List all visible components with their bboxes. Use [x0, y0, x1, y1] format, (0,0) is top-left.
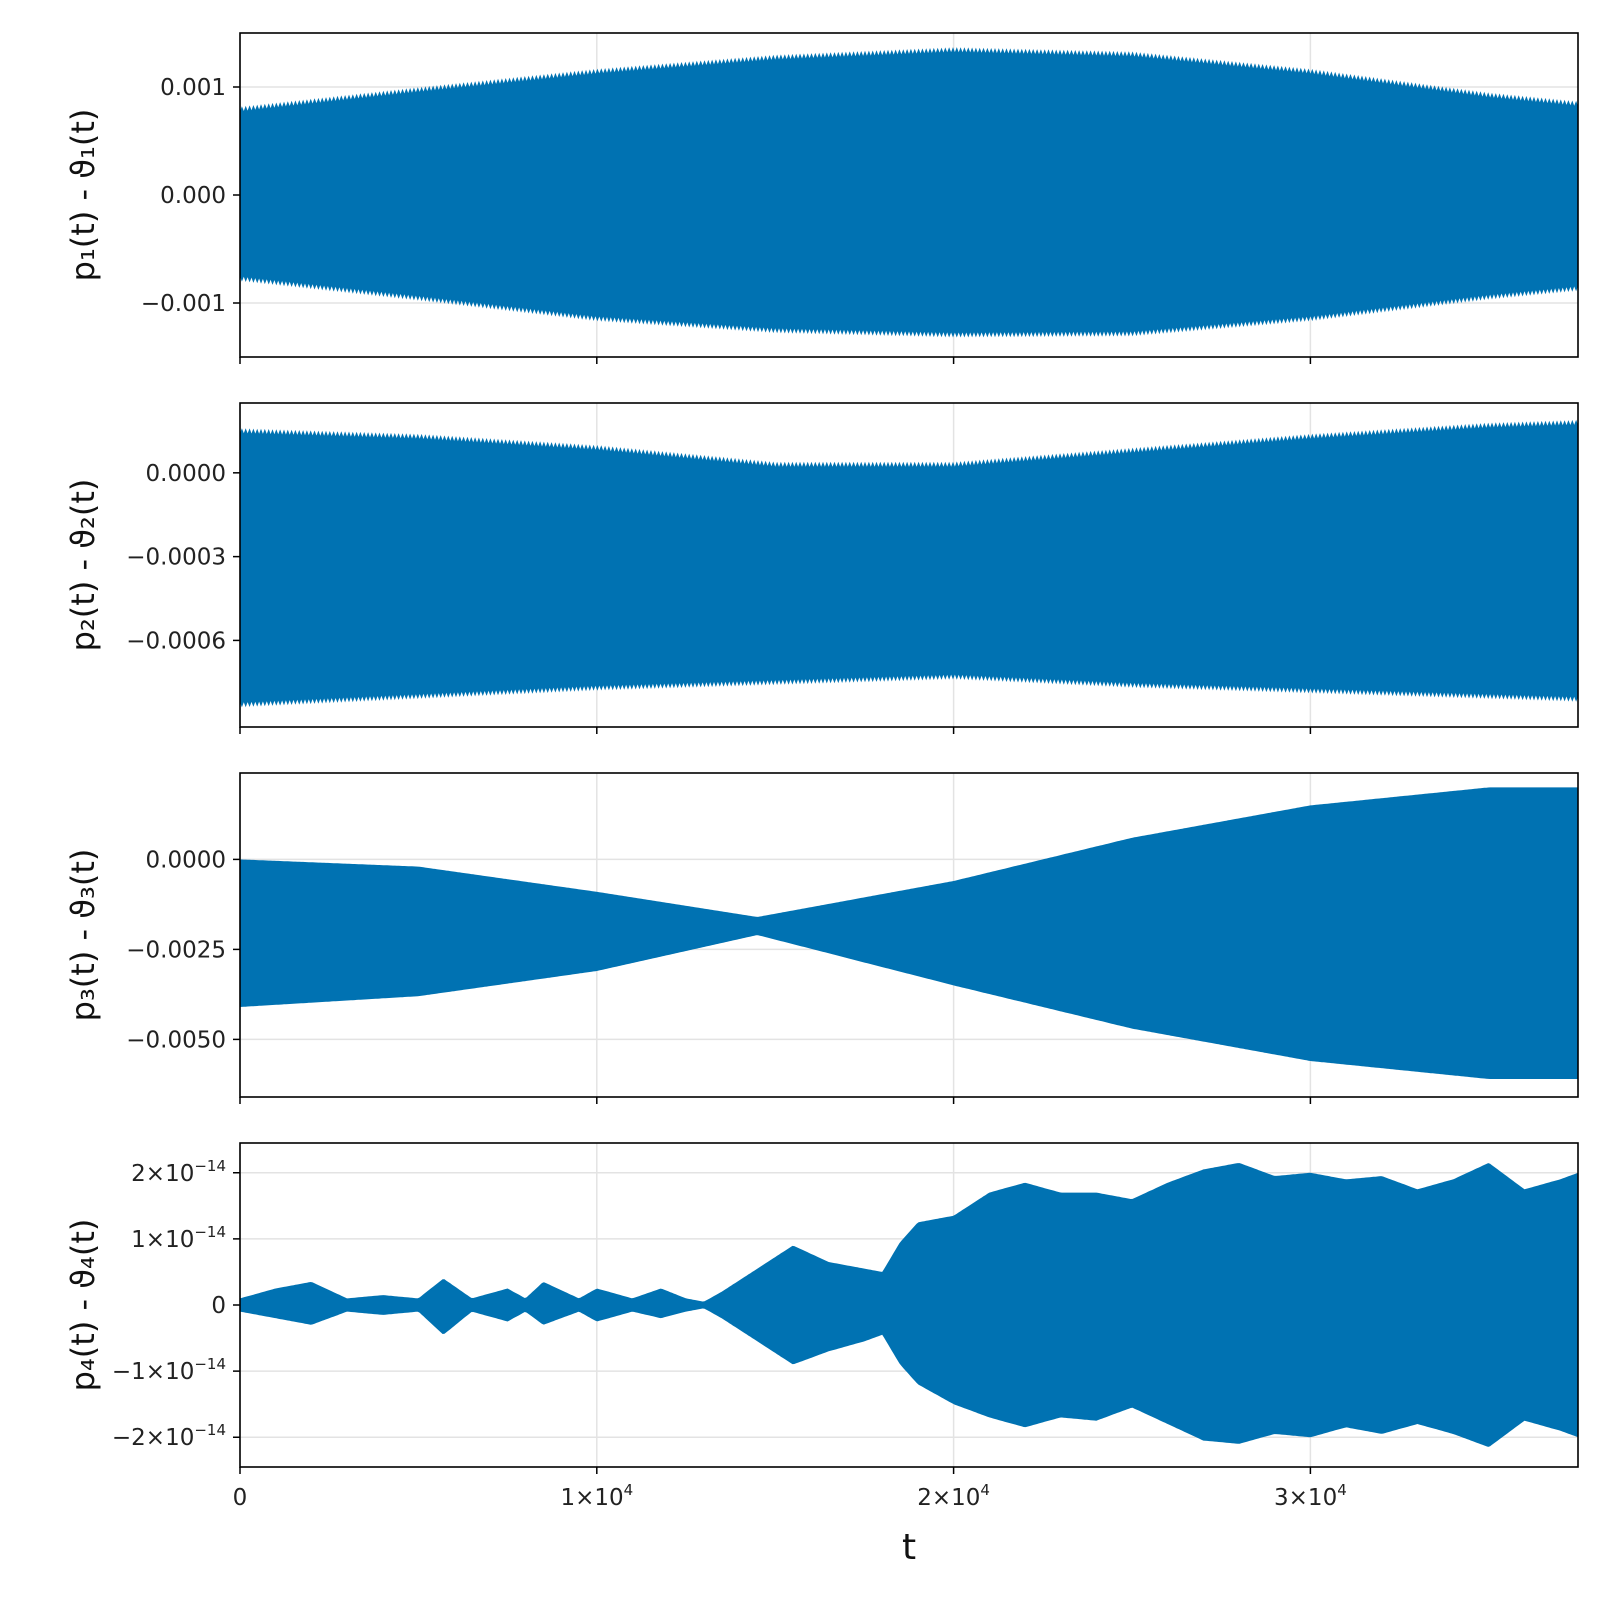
panel-4: 2×10−14 1×10−14 0 −1×10−14 −2×10−14 p₄(t) - ϑ…: [64, 1142, 1579, 1474]
plot-frame: [239, 402, 1579, 728]
y-axis-label: p₁(t) - ϑ₁(t): [64, 109, 102, 282]
y-axis-label: p₂(t) - ϑ₂(t): [64, 479, 102, 652]
plot-frame: [239, 772, 1579, 1098]
y-tick-label: 2×10−14: [131, 1157, 226, 1187]
series-band: [240, 787, 1578, 1079]
y-tick-label: 1×10−14: [131, 1223, 226, 1253]
x-tick-label: 1×104: [560, 1481, 633, 1511]
panel-1: 0.001 0.000 −0.001 p₁(t) - ϑ₁(t): [64, 32, 1579, 364]
y-tick-label: −2×10−14: [112, 1421, 226, 1451]
y-axis-label: p₄(t) - ϑ₄(t): [64, 1219, 102, 1392]
panel-2: 0.0000 −0.0003 −0.0006 p₂(t) - ϑ₂(t): [64, 402, 1579, 734]
x-axis: 0 1×104 2×104 3×104 t: [233, 1481, 1347, 1568]
y-tick-label: 0: [211, 1293, 226, 1319]
x-tick-label: 3×104: [1274, 1481, 1347, 1511]
y-tick-label: 0.0000: [146, 847, 226, 873]
series-band: [240, 419, 1578, 708]
y-tick-label: −1×10−14: [112, 1355, 226, 1385]
y-tick-label: 0.0000: [146, 461, 226, 487]
x-axis-label: t: [902, 1527, 916, 1568]
y-tick-label: 0.001: [160, 75, 226, 101]
y-axis-label: p₃(t) - ϑ₃(t): [64, 849, 102, 1022]
y-tick-label: 0.000: [160, 183, 226, 209]
series-band: [240, 1163, 1578, 1447]
x-tick-label: 0: [233, 1485, 248, 1511]
y-tick-label: −0.001: [141, 291, 226, 317]
y-tick-label: −0.0025: [126, 937, 226, 963]
y-tick-label: −0.0050: [126, 1027, 226, 1053]
x-tick-label: 2×104: [917, 1481, 990, 1511]
y-tick-label: −0.0006: [126, 628, 226, 654]
panel-3: 0.0000 −0.0025 −0.0050 p₃(t) - ϑ₃(t): [64, 772, 1579, 1104]
y-tick-label: −0.0003: [126, 545, 226, 571]
series-band: [240, 47, 1578, 338]
